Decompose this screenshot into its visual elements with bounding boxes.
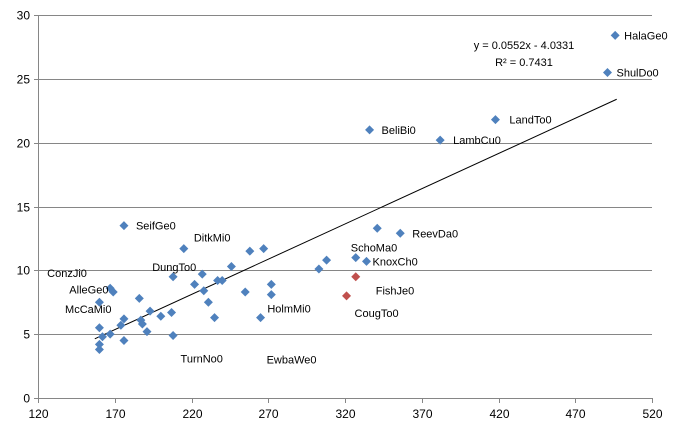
point-label: FishJe0 — [376, 286, 415, 298]
data-points — [94, 30, 620, 354]
data-point — [119, 336, 129, 346]
x-tick-label: 470 — [565, 407, 585, 421]
trendline — [94, 98, 617, 340]
data-point — [197, 269, 207, 279]
data-point — [168, 330, 178, 340]
point-label: CougTo0 — [355, 308, 399, 320]
y-tick-label: 15 — [17, 201, 31, 215]
x-tick-label: 270 — [258, 407, 278, 421]
data-point — [94, 297, 104, 307]
y-tick-label: 25 — [17, 73, 31, 87]
data-point — [372, 223, 382, 233]
point-label: LandTo0 — [509, 115, 551, 127]
data-point — [245, 246, 255, 256]
data-point — [168, 272, 178, 282]
point-label: BeliBi0 — [382, 125, 416, 137]
trendline-equation: y = 0.0552x - 4.0331 — [474, 40, 575, 52]
point-label: HolmMi0 — [267, 304, 310, 316]
y-tick-label: 30 — [17, 9, 31, 23]
data-point — [145, 306, 155, 316]
data-point — [97, 332, 107, 342]
data-point — [602, 67, 612, 77]
data-point — [226, 262, 236, 272]
point-label: ConzJi0 — [47, 268, 87, 280]
point-label: SchoMa0 — [351, 243, 397, 255]
data-point — [361, 256, 371, 266]
data-point — [142, 327, 152, 337]
data-point — [190, 279, 200, 289]
data-point — [314, 264, 324, 274]
x-tick-label: 170 — [105, 407, 125, 421]
y-tick-label: 10 — [17, 264, 31, 278]
point-label: ShulDo0 — [616, 67, 658, 79]
data-point — [119, 221, 129, 231]
point-label: EwbaWe0 — [267, 355, 317, 367]
data-point — [179, 244, 189, 254]
axes — [34, 15, 653, 403]
point-labels: HalaGe0 ShulDo0 LandTo0 BeliBi0 LambCu0 SeifG… — [47, 30, 667, 366]
data-point — [199, 286, 209, 296]
r-squared-label: R² = 0.7431 — [495, 57, 553, 69]
y-tick-label: 5 — [23, 328, 30, 342]
data-point — [395, 228, 405, 238]
point-label: AlleGe0 — [69, 284, 108, 296]
gridlines — [38, 15, 652, 335]
point-label: KnoxCh0 — [372, 256, 417, 268]
data-point — [266, 279, 276, 289]
x-tick-label: 420 — [489, 407, 509, 421]
data-point — [105, 329, 115, 339]
x-tick-label: 520 — [642, 407, 662, 421]
data-point — [240, 287, 250, 297]
x-tick-label: 220 — [182, 407, 202, 421]
data-point — [490, 115, 500, 125]
data-point — [94, 323, 104, 333]
data-point-highlighted — [351, 272, 361, 282]
data-point — [213, 276, 223, 286]
data-point — [259, 244, 269, 254]
data-point — [365, 125, 375, 135]
data-point — [210, 313, 220, 323]
data-point — [108, 287, 118, 297]
data-point — [94, 339, 104, 349]
data-point — [116, 320, 126, 330]
y-tick-label: 20 — [17, 137, 31, 151]
data-point — [167, 307, 177, 317]
point-label: DitkMi0 — [194, 233, 231, 245]
data-point — [610, 30, 620, 40]
point-label: McCaMi0 — [65, 304, 111, 316]
x-tick-label: 370 — [412, 407, 432, 421]
data-point-highlighted — [342, 291, 352, 301]
point-label: ReevDa0 — [412, 228, 458, 240]
point-label: DungTo0 — [152, 262, 196, 274]
point-label: HalaGe0 — [624, 30, 667, 42]
y-tick-label: 0 — [23, 392, 30, 406]
data-point — [137, 319, 147, 329]
data-point — [351, 253, 361, 263]
data-point — [217, 276, 227, 286]
data-point — [256, 313, 266, 323]
data-point — [94, 344, 104, 354]
x-tick-label: 120 — [28, 407, 48, 421]
data-point — [203, 297, 213, 307]
point-label: SeifGe0 — [136, 221, 176, 233]
point-label: LambCu0 — [453, 135, 501, 147]
point-label: TurnNo0 — [181, 354, 223, 366]
trendline-group — [94, 98, 617, 340]
tick-labels: 0 5 10 15 20 25 30 120 170 220 270 320 370 420 470 520 — [17, 9, 663, 422]
x-tick-label: 320 — [335, 407, 355, 421]
data-point — [119, 314, 129, 324]
data-point — [156, 311, 166, 321]
data-point — [322, 255, 332, 265]
data-point — [134, 293, 144, 303]
data-point — [266, 290, 276, 300]
data-point — [435, 135, 445, 145]
